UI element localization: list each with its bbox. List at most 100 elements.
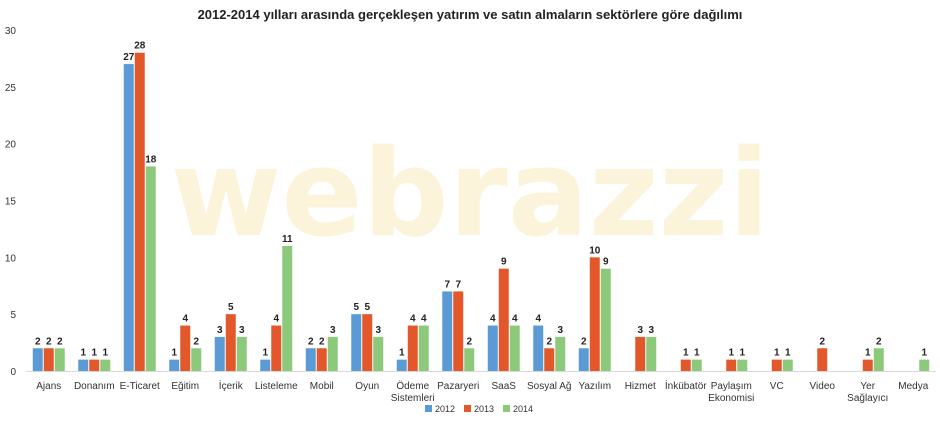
bars — [32, 52, 930, 371]
data-label: 5 — [364, 302, 370, 313]
bar-2012 — [32, 348, 43, 371]
data-label: 4 — [490, 314, 496, 325]
data-label: 1 — [921, 348, 927, 359]
bar-2012 — [533, 325, 544, 371]
bar-2013 — [589, 257, 600, 371]
bar-2014 — [191, 348, 202, 371]
bar-2014 — [464, 348, 475, 371]
data-label: 7 — [444, 279, 450, 290]
data-label: 2 — [876, 336, 882, 347]
data-label: 28 — [134, 41, 146, 52]
category-label: Donanım — [74, 381, 115, 392]
legend-label: 2013 — [474, 404, 494, 414]
data-label: 9 — [603, 257, 609, 268]
bar-2013 — [43, 348, 54, 371]
y-tick-label: 25 — [5, 83, 17, 94]
data-label: 1 — [91, 348, 97, 359]
bar-2013 — [498, 268, 509, 371]
bar-2013 — [680, 359, 691, 371]
category-label: Ödeme Sistemleri — [391, 380, 435, 404]
data-label: 1 — [102, 348, 108, 359]
bar-2013 — [771, 359, 782, 371]
data-label: 27 — [123, 52, 135, 63]
bar-2013 — [180, 325, 191, 371]
category-label: İnkübatör — [665, 379, 707, 392]
category-label: Ajans — [36, 381, 61, 392]
data-label: 3 — [217, 325, 223, 336]
data-label: 2 — [35, 336, 41, 347]
category-label: Pazaryeri — [437, 381, 479, 392]
data-label: 1 — [171, 348, 177, 359]
data-label: 7 — [455, 279, 461, 290]
bar-2013 — [316, 348, 327, 371]
data-label: 3 — [330, 325, 336, 336]
category-label: Yer Sağlayıcı — [847, 381, 888, 404]
y-tick-label: 15 — [5, 197, 17, 208]
category-label: Mobil — [310, 381, 334, 392]
data-label: 5 — [353, 302, 359, 313]
data-label: 1 — [774, 348, 780, 359]
y-tick-label: 5 — [10, 310, 16, 321]
data-label: 2 — [466, 336, 472, 347]
bar-2012 — [305, 348, 316, 371]
bar-2012 — [260, 359, 271, 371]
bar-2014 — [282, 245, 293, 371]
data-label: 3 — [239, 325, 245, 336]
data-label: 1 — [262, 348, 268, 359]
bar-2012 — [78, 359, 89, 371]
bar-2014 — [555, 336, 566, 371]
bar-2014 — [737, 359, 748, 371]
category-label: Video — [810, 381, 836, 392]
bar-2012 — [169, 359, 180, 371]
data-label: 4 — [421, 314, 427, 325]
y-tick-label: 30 — [5, 26, 17, 37]
bar-2012 — [442, 291, 453, 371]
data-label: 2 — [193, 336, 199, 347]
category-label: Hizmet — [625, 381, 656, 392]
bar-2014 — [873, 348, 884, 371]
bar-2014 — [418, 325, 429, 371]
legend-swatch — [425, 405, 432, 412]
bar-2013 — [362, 314, 373, 371]
bar-2013 — [726, 359, 737, 371]
bar-2014 — [100, 359, 111, 371]
category-label: Medya — [898, 381, 928, 392]
category-label: SaaS — [492, 381, 517, 392]
data-label: 3 — [637, 325, 643, 336]
bar-2014 — [373, 336, 384, 371]
category-label: İçerik — [219, 379, 244, 392]
data-label: 1 — [399, 348, 405, 359]
data-label: 2 — [46, 336, 52, 347]
bar-2014 — [327, 336, 338, 371]
bar-2013 — [453, 291, 464, 371]
bar-2013 — [271, 325, 282, 371]
category-label: Eğitim — [171, 381, 199, 392]
bar-2012 — [487, 325, 498, 371]
legend-swatch — [464, 405, 471, 412]
y-tick-label: 10 — [5, 253, 17, 264]
bar-2013 — [862, 359, 873, 371]
data-label: 1 — [694, 348, 700, 359]
bar-2014 — [236, 336, 247, 371]
bar-2012 — [396, 359, 407, 371]
data-label: 1 — [739, 348, 745, 359]
bar-2013 — [89, 359, 100, 371]
data-label: 2 — [319, 336, 325, 347]
category-label: Listeleme — [255, 381, 298, 392]
data-label: 2 — [819, 336, 825, 347]
data-label: 1 — [683, 348, 689, 359]
chart-title: 2012-2014 yılları arasında gerçekleşen y… — [198, 7, 743, 22]
bar-2014 — [646, 336, 657, 371]
bar-2013 — [544, 348, 555, 371]
bar-2014 — [509, 325, 520, 371]
bar-2014 — [145, 166, 156, 371]
legend-label: 2014 — [513, 404, 533, 414]
legend: 2012 2013 2014 — [425, 404, 533, 414]
data-label: 2 — [308, 336, 314, 347]
data-label: 18 — [145, 154, 157, 165]
data-label: 2 — [581, 336, 587, 347]
data-label: 3 — [375, 325, 381, 336]
data-label: 11 — [282, 234, 293, 245]
